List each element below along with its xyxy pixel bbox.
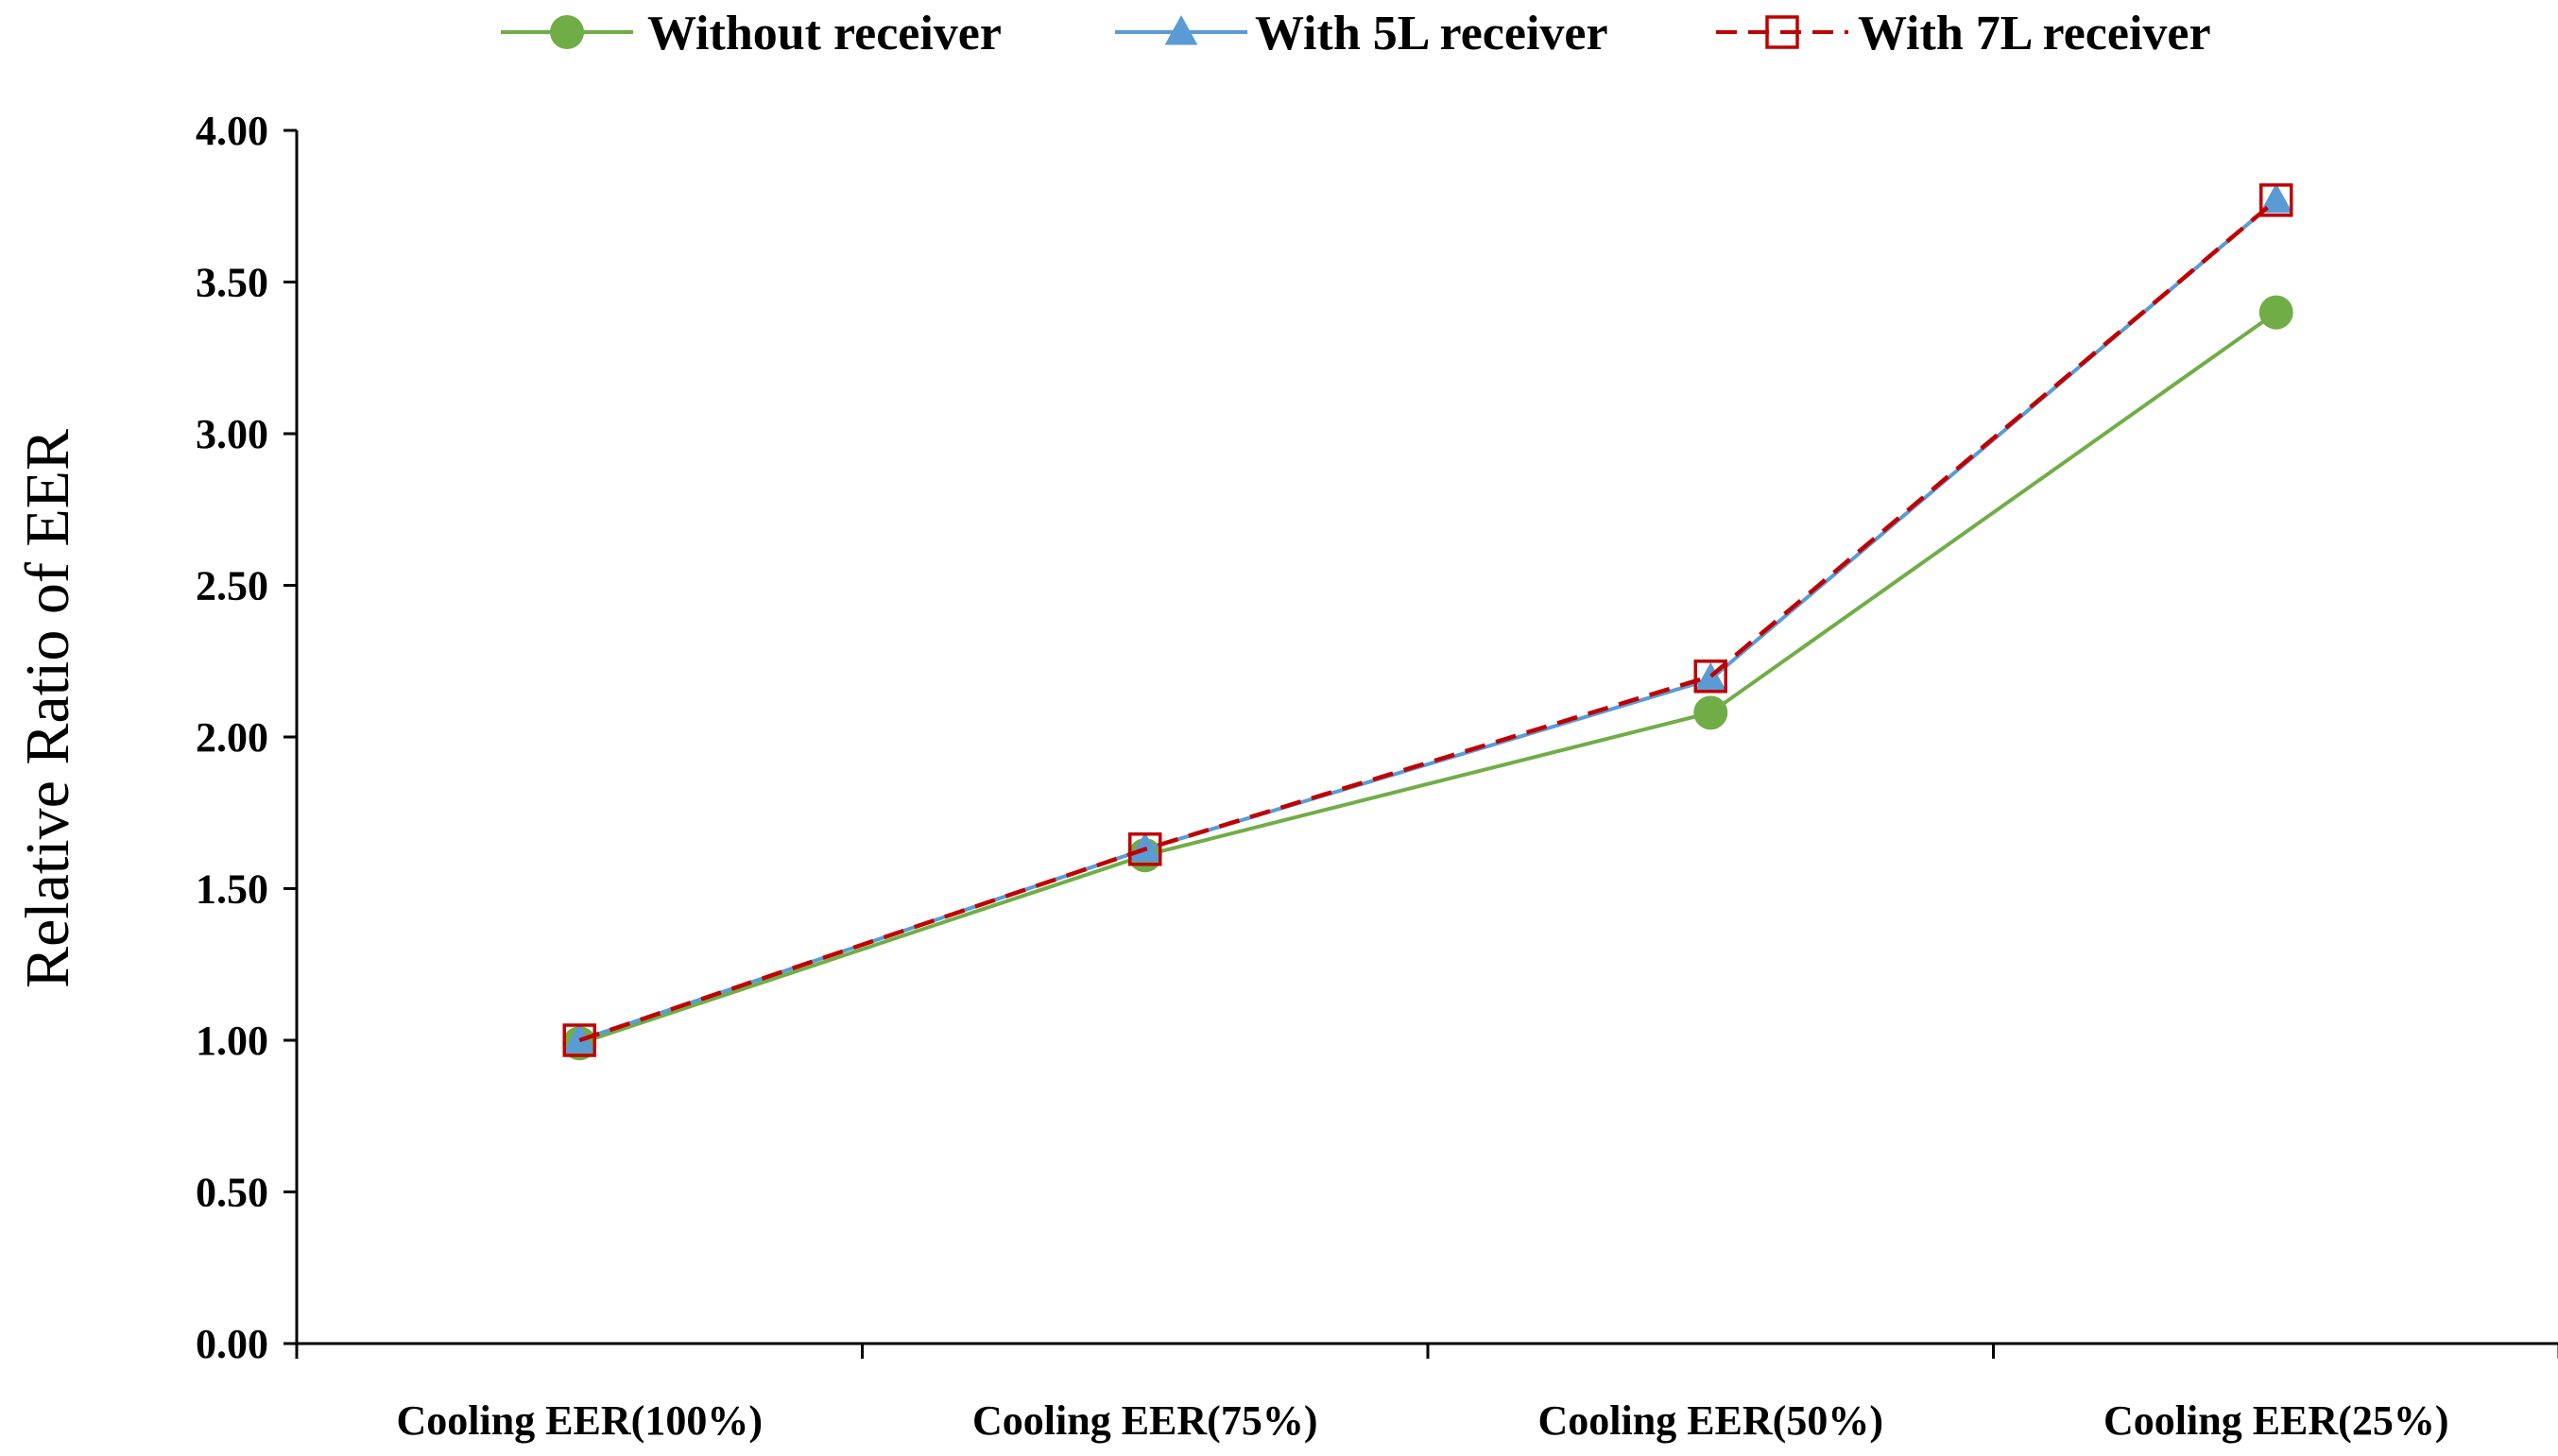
series-line xyxy=(578,198,2278,1043)
legend-label: With 7L receiver xyxy=(1858,7,2211,60)
series-line xyxy=(578,198,2278,1042)
legend-label: Without receiver xyxy=(647,7,1002,60)
series-layer xyxy=(562,182,2293,1061)
x-tick-label: Cooling EER(50%) xyxy=(1538,1397,1883,1444)
y-tick-label: 2.00 xyxy=(196,714,268,761)
x-tick-label: Cooling EER(100%) xyxy=(397,1397,763,1444)
legend-item: Without receiver xyxy=(501,7,1002,60)
data-point xyxy=(562,1023,596,1057)
y-tick-label: 3.50 xyxy=(196,260,268,306)
y-tick-label: 1.50 xyxy=(196,866,268,913)
legend-swatch-marker xyxy=(550,15,584,49)
data-point xyxy=(2259,182,2293,214)
data-point xyxy=(2259,183,2293,217)
series-line xyxy=(578,310,2277,1046)
legend-label: With 5L receiver xyxy=(1255,7,1608,60)
series-2 xyxy=(562,182,2293,1053)
y-tick-label: 2.50 xyxy=(196,563,268,609)
data-point xyxy=(1693,695,1728,730)
x-tick-label: Cooling EER(75%) xyxy=(972,1397,1317,1444)
legend: Without receiver With 5L receiver With 7L … xyxy=(501,7,2211,60)
series-1 xyxy=(562,295,2293,1061)
series-3 xyxy=(562,183,2293,1057)
legend-swatch-marker xyxy=(1765,15,1799,49)
legend-item: With 5L receiver xyxy=(1115,7,1608,60)
y-axis-title: Relative Ratio of EER xyxy=(13,429,82,988)
data-point xyxy=(1693,662,1727,693)
legend-item: With 7L receiver xyxy=(1716,7,2211,60)
y-tick-label: 0.50 xyxy=(196,1170,268,1216)
data-point xyxy=(1693,659,1727,694)
y-tick-label: 3.00 xyxy=(196,411,268,457)
data-point xyxy=(1128,832,1162,866)
axes: 0.00 0.50 1.00 1.50 2.00 2.50 3.00 3.50 4.00 Cool… xyxy=(196,108,2558,1444)
y-tick-label: 4.00 xyxy=(196,108,268,154)
data-point xyxy=(2258,295,2293,330)
legend-swatch-marker xyxy=(1164,15,1198,45)
x-tick-label: Cooling EER(25%) xyxy=(2103,1397,2448,1444)
y-tick-label: 0.00 xyxy=(196,1321,268,1367)
y-tick-label: 1.00 xyxy=(196,1018,268,1064)
